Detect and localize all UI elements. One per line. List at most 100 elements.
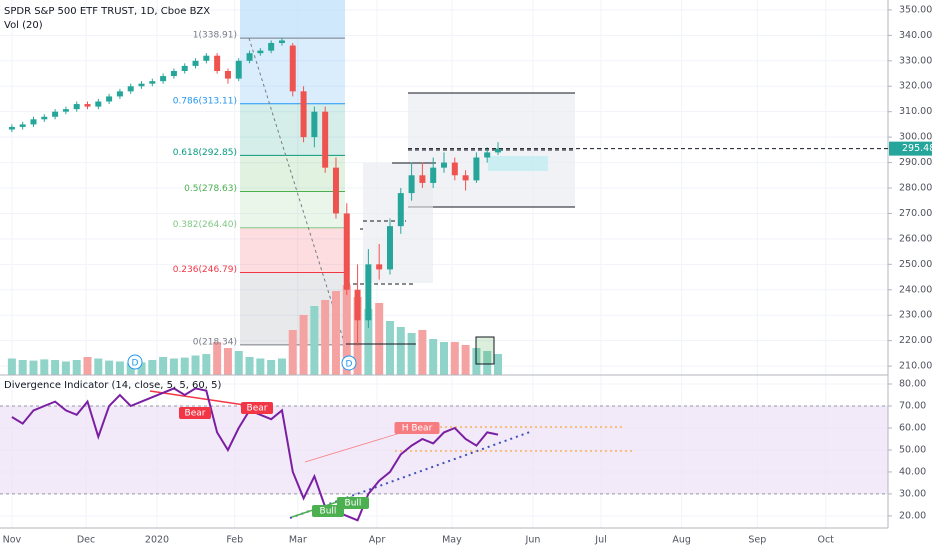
candle-body — [52, 111, 59, 117]
fib-column — [240, 0, 345, 39]
fib-zone — [240, 155, 345, 192]
fib-zone — [240, 103, 345, 156]
candle-body — [116, 91, 123, 97]
dividend-marker — [341, 355, 357, 371]
candle-body — [41, 116, 48, 120]
candle-body — [19, 124, 26, 127]
y-tick-label: 250.00 — [899, 259, 932, 270]
volume-bar — [40, 359, 49, 375]
fib-label: 0.236(246.79) — [173, 265, 237, 275]
y-tick-label: 60.00 — [899, 422, 926, 433]
indicator-title: Divergence Indicator (14, close, 5, 5, 6… — [4, 380, 222, 391]
volume-bar — [126, 363, 135, 375]
volume-bar — [461, 345, 470, 375]
candle-body — [138, 83, 145, 87]
volume-bar — [169, 358, 178, 375]
last-price-tag — [889, 141, 932, 156]
candle-body — [332, 167, 339, 214]
volume-bar — [159, 357, 168, 375]
candle-body — [30, 119, 37, 125]
last-price-label: 295.48 — [902, 143, 932, 154]
volume-bar — [310, 306, 319, 375]
candle-body — [430, 167, 437, 183]
volume-bar — [418, 330, 427, 375]
annotation-text: Bull — [320, 507, 337, 517]
y-tick-label: 280.00 — [899, 183, 932, 194]
candle-body — [160, 76, 167, 82]
candle-body — [246, 53, 253, 61]
y-tick-label: 270.00 — [899, 208, 932, 219]
candle-body — [181, 65, 188, 71]
y-tick-label: 70.00 — [899, 400, 926, 411]
y-tick-label: 30.00 — [899, 488, 926, 499]
fib-label: 0.382(264.40) — [173, 220, 237, 230]
volume-bar — [51, 360, 60, 375]
candle-body — [365, 264, 372, 321]
annotation-text: Bull — [345, 499, 362, 509]
annotation-box — [337, 497, 369, 509]
dividend-label: D — [132, 359, 139, 369]
candle-body — [224, 70, 231, 79]
volume-bar — [29, 360, 38, 375]
x-tick-label: May — [442, 535, 462, 546]
fib-label: 0.618(292.85) — [173, 148, 237, 158]
volume-bar — [440, 342, 448, 375]
volume-bar — [277, 358, 286, 375]
candle-body — [397, 193, 404, 227]
volume-bar — [18, 360, 27, 375]
candle-body — [235, 60, 242, 79]
candle-body — [62, 109, 69, 112]
annotation-box — [241, 402, 273, 414]
x-tick-label: Dec — [77, 535, 95, 546]
annotation-text: Bear — [185, 409, 206, 419]
volume-bar — [61, 361, 70, 375]
y-tick-label: 210.00 — [899, 361, 932, 372]
y-tick-label: 330.00 — [899, 55, 932, 66]
candle-body — [386, 226, 393, 270]
candle-body — [462, 175, 469, 181]
fib-zone — [240, 227, 345, 273]
candle-body — [268, 42, 275, 51]
candle-body — [257, 50, 264, 54]
volume-bar — [213, 342, 222, 375]
candle-body — [192, 60, 199, 66]
y-tick-label: 340.00 — [899, 30, 932, 41]
candle-body — [73, 104, 80, 110]
volume-bar — [105, 360, 114, 375]
candle-body — [311, 111, 318, 138]
annotation-text: H Bear — [402, 424, 433, 434]
candle-body — [441, 162, 447, 168]
y-tick-label: 260.00 — [899, 233, 932, 244]
chart-title: SPDR S&P 500 ETF TRUST, 1D, Cboe BZX — [4, 6, 210, 17]
volume-bar — [375, 303, 384, 375]
dividend-label: D — [346, 360, 353, 370]
candle-body — [376, 264, 383, 270]
volume-bar — [180, 357, 189, 375]
volume-bar — [364, 309, 373, 375]
volume-bar — [331, 291, 340, 375]
candle-body — [106, 96, 113, 102]
volume-bar — [7, 358, 16, 375]
y-tick-label: 350.00 — [899, 4, 932, 15]
candle-body — [419, 175, 426, 183]
fib-label: 0.786(313.11) — [173, 96, 237, 106]
candle-body — [149, 81, 156, 84]
candle-body — [322, 111, 329, 168]
annotation-box — [179, 407, 211, 419]
volume-bar — [267, 360, 276, 375]
candle-body — [214, 55, 221, 71]
y-tick-label: 20.00 — [899, 510, 926, 521]
volume-bar — [494, 354, 503, 375]
candle-body — [95, 101, 102, 107]
candle-body — [289, 45, 296, 92]
annotation-text: Bear — [247, 404, 268, 414]
volume-bar — [115, 361, 124, 375]
volume-bar — [72, 360, 81, 375]
volume-bar — [202, 354, 211, 375]
y-tick-label: 290.00 — [899, 157, 932, 168]
volume-bar — [321, 300, 330, 375]
volume-bar — [450, 342, 459, 375]
annotation-box — [394, 422, 440, 434]
x-tick-label: 2020 — [145, 535, 169, 546]
volume-bar — [483, 351, 492, 375]
